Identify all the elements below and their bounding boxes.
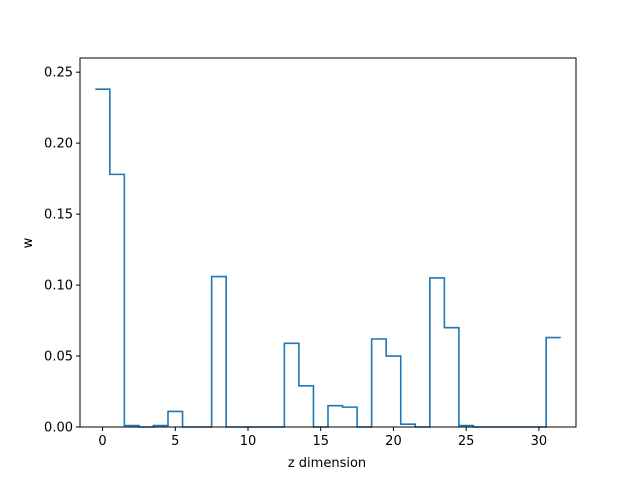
plot-area (79, 57, 577, 428)
step-series-line (95, 88, 561, 428)
y-tick-label: 0.05 (44, 350, 73, 365)
axes-frame (79, 57, 577, 428)
y-axis-label: w (21, 237, 36, 248)
x-axis-label: z dimension (288, 456, 366, 471)
x-tick-label: 25 (458, 434, 475, 449)
x-tick-label: 10 (240, 434, 257, 449)
y-tick-label: 0.00 (44, 421, 73, 436)
x-tick-label: 20 (385, 434, 402, 449)
y-tick-label: 0.25 (44, 66, 73, 81)
y-tick-label: 0.10 (44, 279, 73, 294)
y-tick-label: 0.20 (44, 137, 73, 152)
y-axis-ticks: 0.00 0.05 0.10 0.15 0.20 0.25 (44, 66, 80, 436)
x-tick-label: 5 (171, 434, 179, 449)
x-tick-label: 0 (98, 434, 106, 449)
x-tick-label: 15 (312, 434, 329, 449)
x-tick-label: 30 (531, 434, 548, 449)
x-axis-ticks: 0 5 10 15 20 25 30 (98, 427, 547, 449)
y-tick-label: 0.15 (44, 208, 73, 223)
